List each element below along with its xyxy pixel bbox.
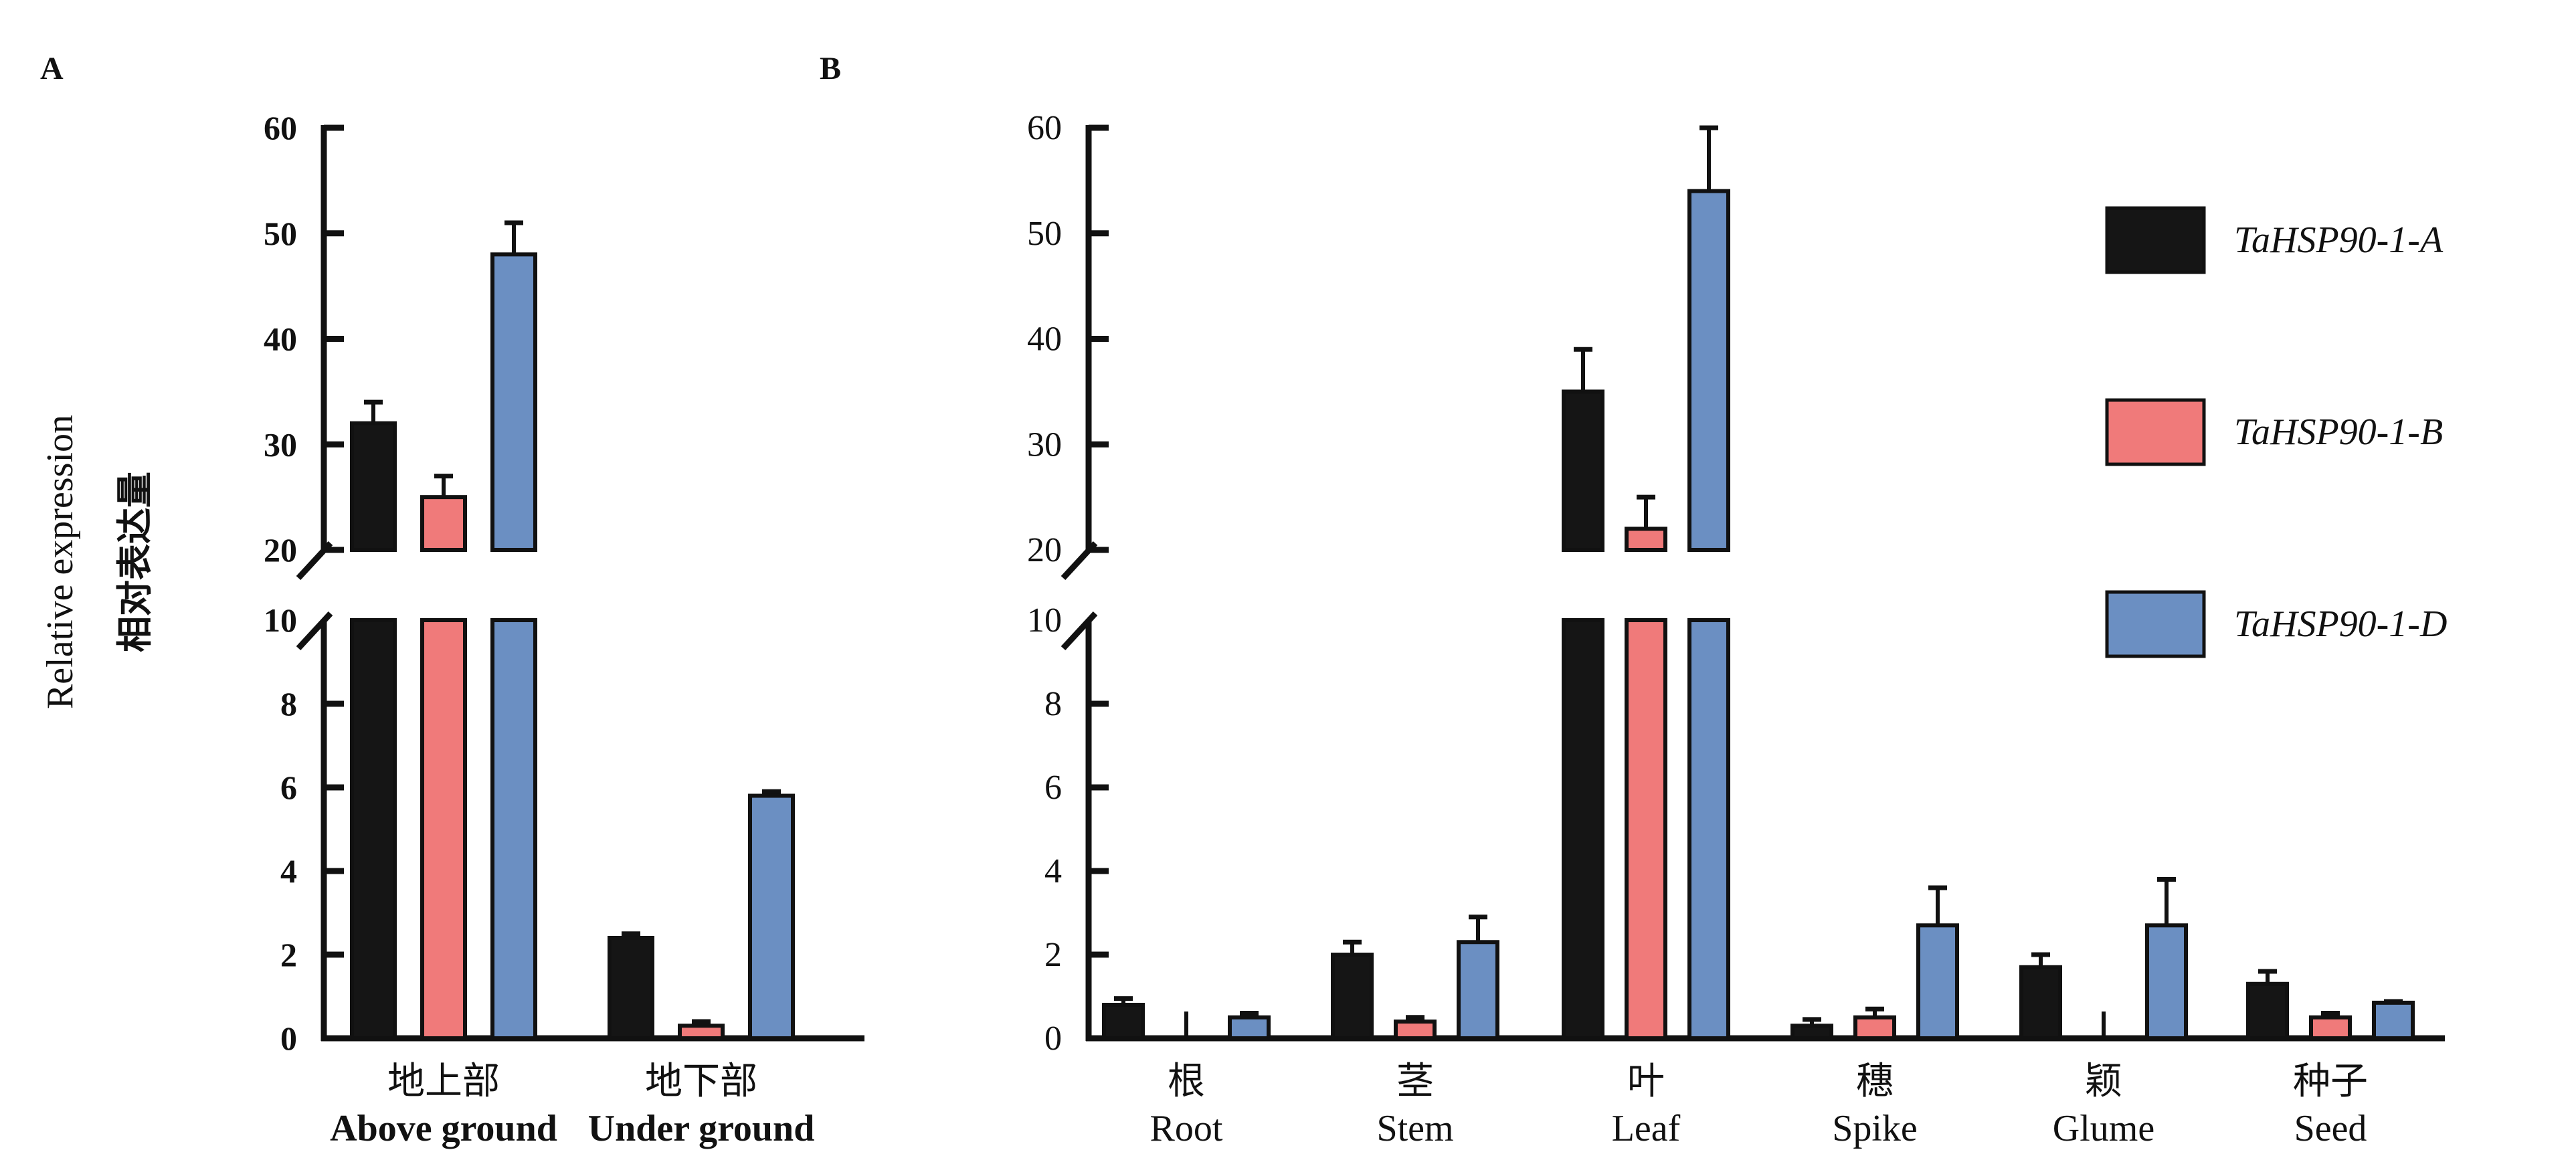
y-tick-label: 50	[264, 215, 297, 252]
y-tick-label: 0	[1044, 1020, 1062, 1058]
legend-label: TaHSP90-1-B	[2234, 411, 2443, 453]
x-category-label: Stem	[1376, 1108, 1453, 1149]
x-category-label: Root	[1150, 1108, 1223, 1149]
y-tick-label: 6	[280, 769, 297, 806]
bar-b-lower	[1625, 618, 1667, 1040]
x-category-label: Spike	[1832, 1108, 1918, 1149]
y-tick-label: 60	[1027, 109, 1062, 147]
legend-swatch	[2105, 206, 2206, 274]
bar-d	[1457, 940, 1499, 1040]
x-category-label: Above ground	[330, 1108, 557, 1149]
bar-d	[1228, 1015, 1271, 1040]
y-tick-label: 60	[264, 109, 297, 147]
legend-label: TaHSP90-1-A	[2234, 219, 2444, 261]
y-tick-label: 2	[280, 936, 297, 973]
bar-a	[1102, 1003, 1145, 1040]
axis-break-mark	[1061, 611, 1098, 651]
bar-a-upper	[1562, 389, 1604, 552]
panel-b-chart: 20 30 40 50 60 0 2 4 6 8 10 根 Root 茎 Stem 叶 Leaf 穗 Spike 颖G…	[1027, 109, 2447, 1149]
y-tick-label: 30	[1027, 425, 1062, 464]
y-tick-label: 50	[1027, 215, 1062, 253]
bar-d	[2372, 1000, 2415, 1040]
y-tick-label: 4	[1044, 852, 1062, 890]
bar-a	[608, 936, 654, 1040]
bar-b-upper	[1625, 526, 1667, 553]
x-category-label-cn: 叶	[1627, 1061, 1665, 1102]
bar-b	[678, 1024, 725, 1040]
y-tick-label: 40	[1027, 320, 1062, 359]
bar-d-upper	[490, 252, 537, 552]
y-tick-label: 10	[1027, 601, 1062, 640]
bar-d-lower	[1687, 618, 1730, 1040]
bar-b-upper	[420, 495, 467, 552]
y-tick-label: 2	[1044, 936, 1062, 974]
y-tick-label: 4	[280, 852, 297, 890]
y-tick-label: 6	[1044, 769, 1062, 807]
y-tick-label: 40	[264, 320, 297, 358]
y-tick-label: 8	[1044, 685, 1062, 723]
bar-a	[1331, 953, 1374, 1040]
y-tick-label: 20	[1027, 531, 1062, 569]
bar-d	[748, 793, 795, 1040]
x-category-label: Leaf	[1612, 1108, 1681, 1149]
bar-b-lower	[420, 618, 467, 1040]
bar-a	[2246, 981, 2289, 1040]
panel-label-a: A	[40, 51, 64, 86]
y-axis-label: Relative expression	[39, 415, 81, 709]
bar-a-lower	[350, 618, 397, 1040]
x-category-label: Seed	[2294, 1108, 2367, 1149]
x-category-label: Glume	[2053, 1108, 2154, 1149]
y-tick-label: 8	[280, 685, 297, 723]
legend-swatch	[2105, 590, 2206, 658]
x-category-label-cn: 地下部	[645, 1061, 757, 1102]
bar-b	[1394, 1020, 1437, 1040]
legend-swatch	[2105, 398, 2206, 466]
x-category-label-cn: 茎	[1396, 1061, 1434, 1102]
panel-a-chart: 20 30 40 50 60 0 2 4 6 8 10 地上部 Above ground 地下部 Under…	[264, 109, 864, 1149]
x-category-label-cn: 根	[1168, 1061, 1205, 1102]
bar-d-lower	[490, 618, 537, 1040]
x-category-label-cn: 穗	[1856, 1061, 1894, 1102]
y-axis-label-cn: 相对表达量	[114, 472, 156, 652]
x-category-label-cn: 种子	[2293, 1061, 2368, 1102]
bar-d	[1916, 923, 1959, 1040]
y-tick-label: 20	[264, 531, 297, 569]
panel-label-b: B	[820, 51, 841, 86]
axis-break-mark	[296, 611, 333, 651]
bar-a-lower	[1562, 618, 1604, 1040]
bar-a	[1790, 1024, 1833, 1040]
bar-b	[1853, 1015, 1896, 1040]
x-category-label: Under ground	[588, 1108, 815, 1149]
bar-a	[2019, 965, 2062, 1040]
bar-d-upper	[1687, 189, 1730, 552]
y-tick-label: 30	[264, 425, 297, 463]
legend-label: TaHSP90-1-D	[2234, 603, 2447, 645]
bar-d	[2145, 923, 2188, 1040]
bar-a-upper	[350, 421, 397, 553]
x-category-label-cn: 颖	[2085, 1061, 2122, 1102]
bar-b	[2309, 1015, 2352, 1040]
x-category-label-cn: 地上部	[387, 1061, 500, 1102]
y-tick-label: 0	[280, 1020, 297, 1057]
y-tick-label: 10	[264, 601, 297, 639]
